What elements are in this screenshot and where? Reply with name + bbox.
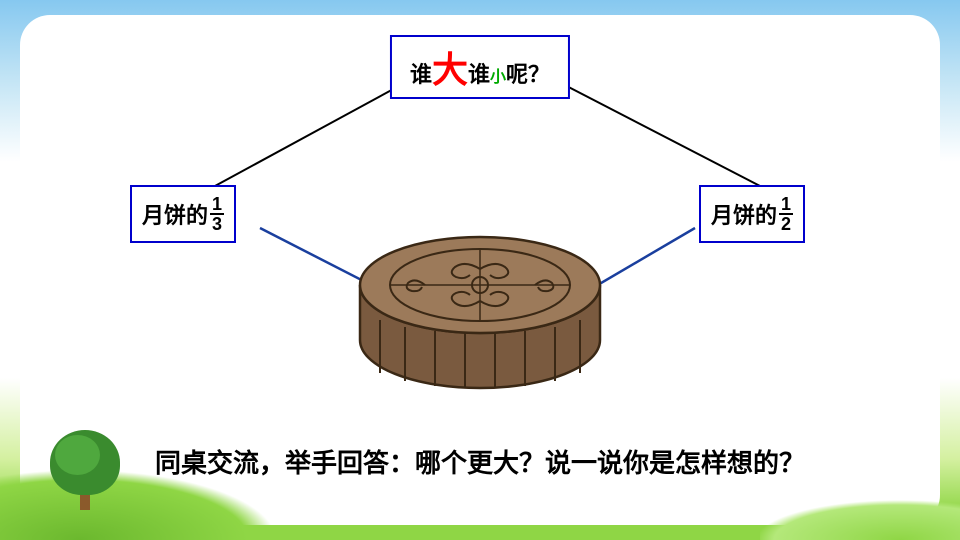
question-suffix: 呢？ [506, 62, 550, 87]
mooncake-illustration [350, 225, 610, 405]
right-denominator: 2 [779, 215, 793, 233]
left-denominator: 3 [210, 215, 224, 233]
left-numerator: 1 [210, 195, 224, 215]
right-label: 月饼的 [711, 198, 777, 230]
left-label: 月饼的 [142, 198, 208, 230]
right-numerator: 1 [779, 195, 793, 215]
question-who1: 谁 [410, 62, 432, 87]
left-fraction: 1 3 [210, 195, 224, 233]
question-big: 大 [432, 50, 468, 90]
question-box: 谁大谁小呢？ [390, 35, 570, 99]
left-fraction-box: 月饼的 1 3 [130, 185, 236, 243]
right-fraction: 1 2 [779, 195, 793, 233]
right-fraction-box: 月饼的 1 2 [699, 185, 805, 243]
question-who2: 谁 [468, 62, 490, 87]
question-small: 小 [490, 69, 506, 86]
bottom-prompt: 同桌交流，举手回答：哪个更大？说一说你是怎样想的？ [0, 443, 960, 480]
